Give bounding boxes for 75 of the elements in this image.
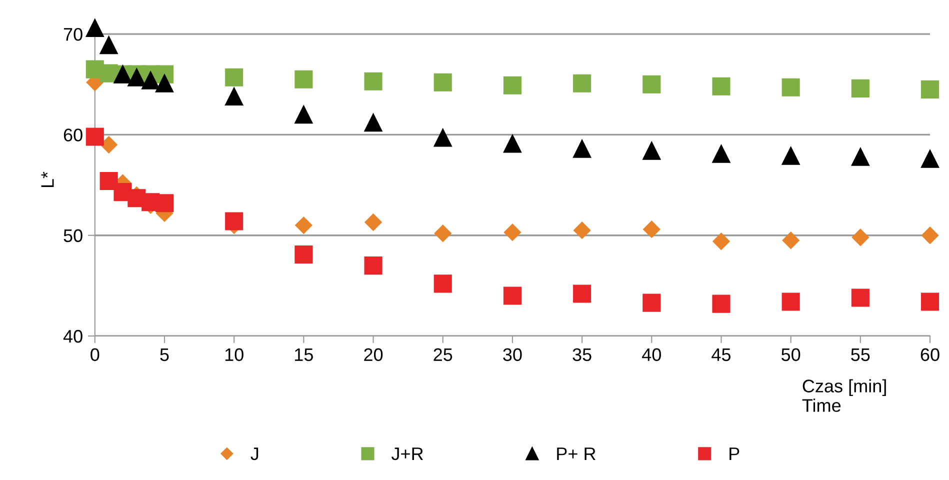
point xyxy=(225,87,244,106)
point xyxy=(294,245,313,264)
point xyxy=(782,78,800,96)
point xyxy=(128,68,146,86)
point xyxy=(573,284,592,303)
point xyxy=(434,224,452,242)
point xyxy=(504,224,522,241)
point xyxy=(712,294,730,313)
point xyxy=(434,274,452,293)
point xyxy=(294,106,313,124)
point xyxy=(142,71,160,90)
point xyxy=(712,232,730,250)
point xyxy=(642,294,661,312)
point xyxy=(364,72,382,90)
point xyxy=(782,232,800,249)
point xyxy=(921,226,939,244)
point xyxy=(573,74,592,92)
point xyxy=(86,19,104,38)
point xyxy=(851,288,870,307)
point xyxy=(852,228,869,246)
legend-label: P xyxy=(730,448,740,460)
point xyxy=(782,292,800,311)
point xyxy=(100,36,118,54)
point xyxy=(642,142,661,160)
point xyxy=(920,80,940,98)
x-tick-label: 50 xyxy=(782,348,800,362)
y-tick-label: 50 xyxy=(64,229,82,242)
point xyxy=(364,114,382,132)
legend-label: P+ R xyxy=(557,448,596,460)
point xyxy=(920,150,940,168)
x-tick-label: 30 xyxy=(503,348,522,362)
legend-label: J xyxy=(250,448,258,460)
point xyxy=(574,222,591,239)
x-tick-label: 0 xyxy=(90,348,100,362)
point xyxy=(364,256,382,275)
point xyxy=(503,134,522,153)
point xyxy=(100,136,118,154)
point xyxy=(503,286,522,305)
point xyxy=(155,194,174,212)
x-tick-label: 60 xyxy=(920,348,940,362)
point xyxy=(364,214,382,231)
point xyxy=(225,212,244,230)
x-tick-label: 25 xyxy=(434,348,452,362)
point xyxy=(434,73,452,92)
point xyxy=(503,76,522,94)
x-axis-title: Czas [min] Time xyxy=(802,379,886,412)
point xyxy=(782,146,800,165)
y-tick-label: 40 xyxy=(63,330,82,343)
x-tick-label: 10 xyxy=(225,348,244,362)
point xyxy=(712,77,730,96)
x-tick-label: 45 xyxy=(712,348,731,362)
point xyxy=(86,128,104,146)
point xyxy=(434,128,452,147)
point xyxy=(851,79,870,98)
point xyxy=(225,68,244,86)
y-tick-label: 60 xyxy=(64,128,82,142)
x-tick-label: 40 xyxy=(642,348,661,362)
y-tick-label: 70 xyxy=(64,28,82,41)
point xyxy=(155,74,174,92)
point xyxy=(642,75,661,94)
point xyxy=(920,292,940,311)
point xyxy=(295,216,312,234)
legend-label: J+R xyxy=(392,448,423,460)
x-tick-label: 20 xyxy=(364,348,383,362)
y-axis-title: L* xyxy=(41,172,54,188)
point xyxy=(573,140,592,158)
x-tick-label: 5 xyxy=(160,348,169,362)
x-tick-label: 55 xyxy=(851,348,870,362)
x-tick-label: 35 xyxy=(572,348,592,362)
x-tick-label: 15 xyxy=(295,348,313,362)
point xyxy=(643,220,660,238)
point xyxy=(712,144,730,163)
point xyxy=(294,70,313,88)
point xyxy=(851,148,870,166)
point xyxy=(100,172,118,190)
